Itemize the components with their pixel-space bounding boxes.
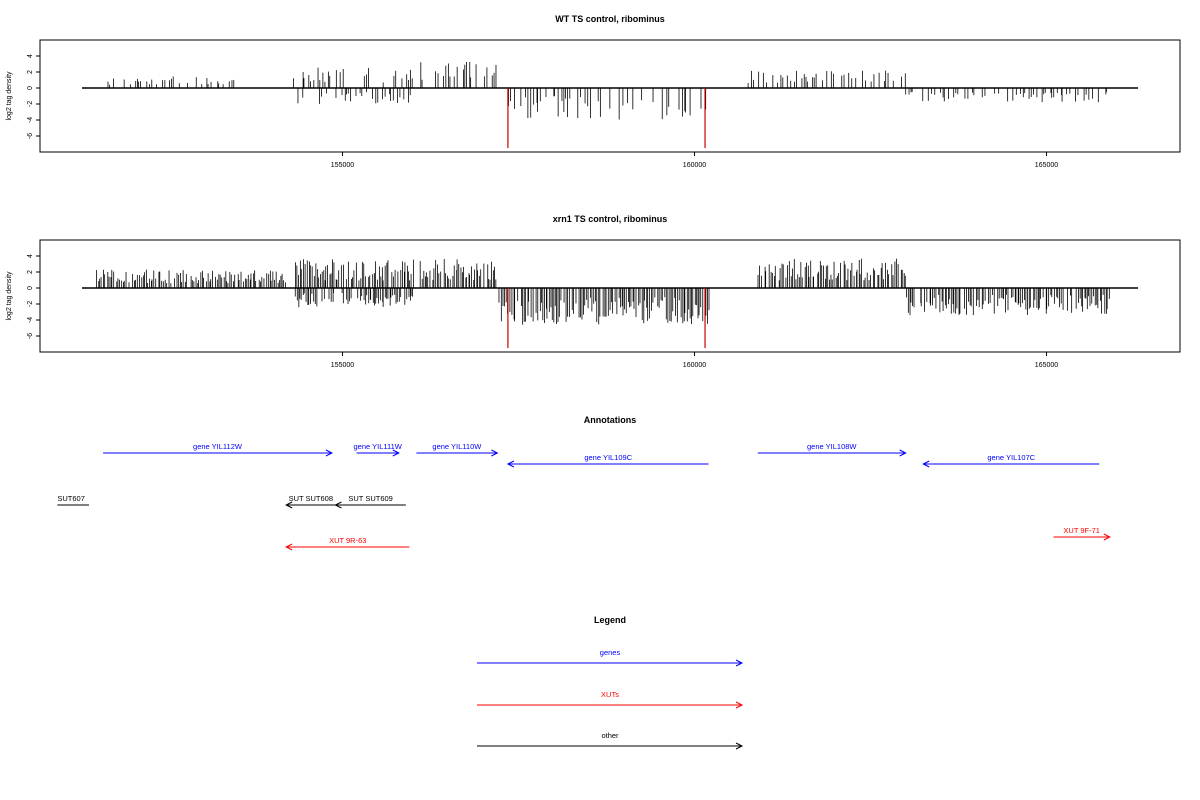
y-tick-label: -4 xyxy=(27,117,34,123)
annotation-arrow xyxy=(356,449,400,457)
y-tick-label: -4 xyxy=(27,317,34,323)
arrow-head xyxy=(285,501,293,509)
y-tick-label: 4 xyxy=(27,54,34,58)
annotation-arrow xyxy=(757,449,907,457)
plot-frame xyxy=(39,239,1181,353)
y-tick-label: -2 xyxy=(27,301,34,307)
y-tick-label: 2 xyxy=(27,70,34,74)
annotation-label: SUT607 xyxy=(57,494,85,503)
y-tick-label: 2 xyxy=(27,270,34,274)
legend-title: Legend xyxy=(594,615,626,625)
annotation-label: gene YIL111W xyxy=(353,442,402,451)
annotation-label: SUT SUT609 xyxy=(348,494,392,503)
annotation-arrow xyxy=(334,501,406,509)
legend-label: genes xyxy=(600,648,621,657)
arrow-head xyxy=(334,501,342,509)
panel-title: xrn1 TS control, ribominus xyxy=(553,214,668,224)
x-tick-label: 155000 xyxy=(331,162,354,169)
arrow-head xyxy=(735,742,744,750)
annotation-label: gene YIL110W xyxy=(432,442,482,451)
legend-panel: Legend genes XUTs other xyxy=(477,615,744,750)
arrow-head xyxy=(1103,533,1111,541)
arrow-head xyxy=(506,460,515,468)
y-tick-label: -2 xyxy=(27,101,34,107)
annotation-arrow xyxy=(103,449,334,457)
annotation-arrow xyxy=(506,460,709,468)
annotation-label: gene YIL112W xyxy=(193,442,243,451)
arrow-head xyxy=(491,449,499,457)
y-axis-label: log2 tag density xyxy=(6,71,13,121)
annotation-arrow xyxy=(285,501,336,509)
panel-title: WT TS control, ribominus xyxy=(555,14,665,24)
y-tick-label: 0 xyxy=(27,286,34,290)
arrow-head xyxy=(735,701,744,709)
legend-arrow xyxy=(477,659,744,667)
annotation-label: gene YIL109C xyxy=(584,453,632,462)
arrow-head xyxy=(922,460,930,468)
x-tick-label: 155000 xyxy=(331,362,354,369)
legend-label: XUTs xyxy=(601,690,619,699)
annotation-label: gene YIL107C xyxy=(987,453,1035,462)
x-tick-label: 165000 xyxy=(1035,362,1058,369)
annotation-label: XUT 9R-63 xyxy=(329,536,366,545)
plot-frame xyxy=(39,39,1181,153)
x-tick-label: 160000 xyxy=(683,362,706,369)
legend-arrow xyxy=(477,701,744,709)
arrow-head xyxy=(285,543,293,551)
annotation-arrow xyxy=(285,543,410,551)
x-tick-label: 165000 xyxy=(1035,162,1058,169)
arrow-head xyxy=(899,449,907,457)
wt-coverage-panel: WT TS control, ribominus log2 tag density… xyxy=(6,14,1181,169)
annotation-arrow xyxy=(416,449,499,457)
arrow-head xyxy=(392,449,400,457)
y-tick-label: 0 xyxy=(27,86,34,90)
arrow-head xyxy=(325,449,334,457)
annotation-label: SUT SUT608 xyxy=(289,494,333,503)
annotation-label: gene YIL108W xyxy=(807,442,857,451)
legend-arrow xyxy=(477,742,744,750)
y-tick-label: -6 xyxy=(27,133,34,139)
legend-label: other xyxy=(601,731,619,740)
annotations-title: Annotations xyxy=(584,415,637,425)
annotations-panel: Annotations gene YIL112W gene YIL111W gene… xyxy=(57,415,1111,551)
annotation-arrow xyxy=(922,460,1100,468)
x-tick-label: 160000 xyxy=(683,162,706,169)
annotation-label: XUT 9F-71 xyxy=(1063,526,1100,535)
arrow-head xyxy=(735,659,744,667)
y-tick-label: 4 xyxy=(27,254,34,258)
annotation-arrow xyxy=(1053,533,1111,541)
xrn1-coverage-panel: xrn1 TS control, ribominus log2 tag densi… xyxy=(6,214,1181,369)
y-tick-label: -6 xyxy=(27,333,34,339)
y-axis-label: log2 tag density xyxy=(6,271,13,321)
